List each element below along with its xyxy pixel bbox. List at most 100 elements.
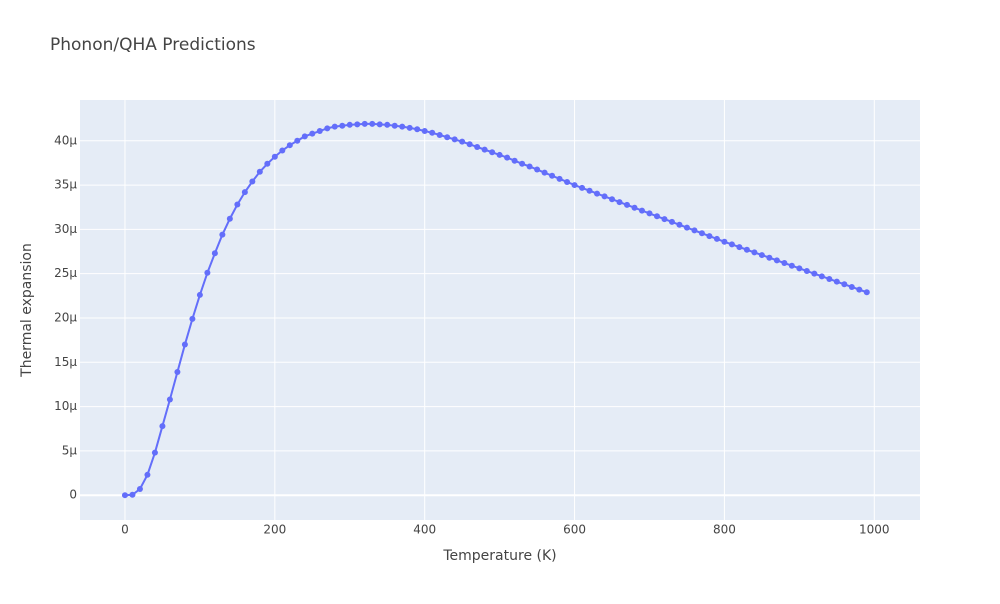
data-point xyxy=(226,215,233,222)
data-point xyxy=(856,286,863,293)
data-point xyxy=(264,160,271,167)
data-point xyxy=(796,265,803,272)
data-point xyxy=(863,289,870,296)
data-point xyxy=(683,224,690,231)
y-tick-label: 5μ xyxy=(62,443,78,457)
data-point xyxy=(698,230,705,237)
data-point xyxy=(219,231,226,238)
data-point xyxy=(609,196,616,203)
data-point xyxy=(271,153,278,160)
x-tick-label: 0 xyxy=(121,523,129,537)
x-axis-title: Temperature (K) xyxy=(442,548,556,564)
data-point xyxy=(294,137,301,144)
data-point xyxy=(713,235,720,242)
data-point xyxy=(399,123,406,130)
data-point xyxy=(144,471,151,478)
data-point xyxy=(811,270,818,277)
data-point xyxy=(601,193,608,200)
y-tick-label: 10μ xyxy=(54,399,77,413)
data-point xyxy=(736,244,743,251)
data-point xyxy=(616,199,623,206)
data-point xyxy=(833,278,840,285)
data-point xyxy=(459,138,466,145)
data-point xyxy=(406,124,413,131)
data-point xyxy=(384,121,391,128)
data-point xyxy=(646,210,653,217)
data-point xyxy=(129,491,136,498)
data-point xyxy=(758,252,765,259)
data-point xyxy=(211,250,218,257)
data-point xyxy=(489,149,496,156)
data-point xyxy=(773,257,780,264)
y-tick-label: 35μ xyxy=(54,178,77,192)
data-point xyxy=(286,142,293,149)
y-tick-label: 0 xyxy=(69,488,77,502)
data-point xyxy=(751,249,758,256)
data-point xyxy=(121,492,128,499)
data-point xyxy=(541,169,548,176)
data-point xyxy=(511,157,518,164)
data-point xyxy=(481,146,488,153)
data-point xyxy=(788,262,795,269)
x-tick-label: 200 xyxy=(263,523,286,537)
data-point xyxy=(624,201,631,208)
data-point xyxy=(451,136,458,143)
marks xyxy=(121,120,870,499)
data-point xyxy=(721,238,728,245)
data-point xyxy=(436,132,443,138)
data-point xyxy=(781,260,788,267)
x-tick-label: 400 xyxy=(413,523,436,537)
data-point xyxy=(534,166,541,173)
x-tick-label: 800 xyxy=(713,523,736,537)
data-point xyxy=(841,281,848,288)
data-point xyxy=(369,120,376,127)
y-tick-label: 20μ xyxy=(54,310,77,324)
data-point xyxy=(414,126,421,133)
data-point xyxy=(631,204,638,211)
data-point xyxy=(579,184,586,191)
data-point xyxy=(324,125,331,132)
data-point xyxy=(391,122,398,129)
data-point xyxy=(676,221,683,228)
series-line xyxy=(124,122,868,497)
data-point xyxy=(256,168,263,175)
data-point xyxy=(331,123,338,130)
data-point xyxy=(653,213,660,220)
data-point xyxy=(429,129,436,136)
data-point xyxy=(496,151,503,158)
data-point xyxy=(549,172,556,179)
data-point xyxy=(159,423,166,430)
data-point xyxy=(706,233,713,240)
data-point xyxy=(526,163,533,170)
plot-area xyxy=(80,100,920,520)
data-point xyxy=(691,227,698,234)
y-axis-title: Thermal expansion xyxy=(19,243,35,378)
y-tick-label: 30μ xyxy=(54,222,77,236)
data-point xyxy=(564,178,571,185)
data-point xyxy=(421,128,428,135)
data-point xyxy=(519,160,526,167)
data-point xyxy=(803,268,810,275)
data-point xyxy=(728,241,735,248)
y-tick-label: 25μ xyxy=(54,266,77,280)
data-point xyxy=(376,121,383,128)
data-point xyxy=(234,201,241,208)
y-tick-label: 15μ xyxy=(54,355,77,369)
data-point xyxy=(354,121,361,128)
data-point xyxy=(743,246,750,253)
data-point xyxy=(181,341,188,348)
data-point xyxy=(174,369,181,376)
x-tick-label: 600 xyxy=(563,523,586,537)
data-point xyxy=(848,283,855,290)
data-point xyxy=(504,154,511,161)
data-point xyxy=(661,216,668,223)
data-point xyxy=(301,133,308,140)
data-point xyxy=(474,143,481,150)
chart-title: Phonon/QHA Predictions xyxy=(50,35,256,55)
data-point xyxy=(136,485,143,492)
data-point xyxy=(241,189,248,196)
data-point xyxy=(166,396,173,403)
data-point xyxy=(309,130,316,137)
data-point xyxy=(151,449,158,456)
